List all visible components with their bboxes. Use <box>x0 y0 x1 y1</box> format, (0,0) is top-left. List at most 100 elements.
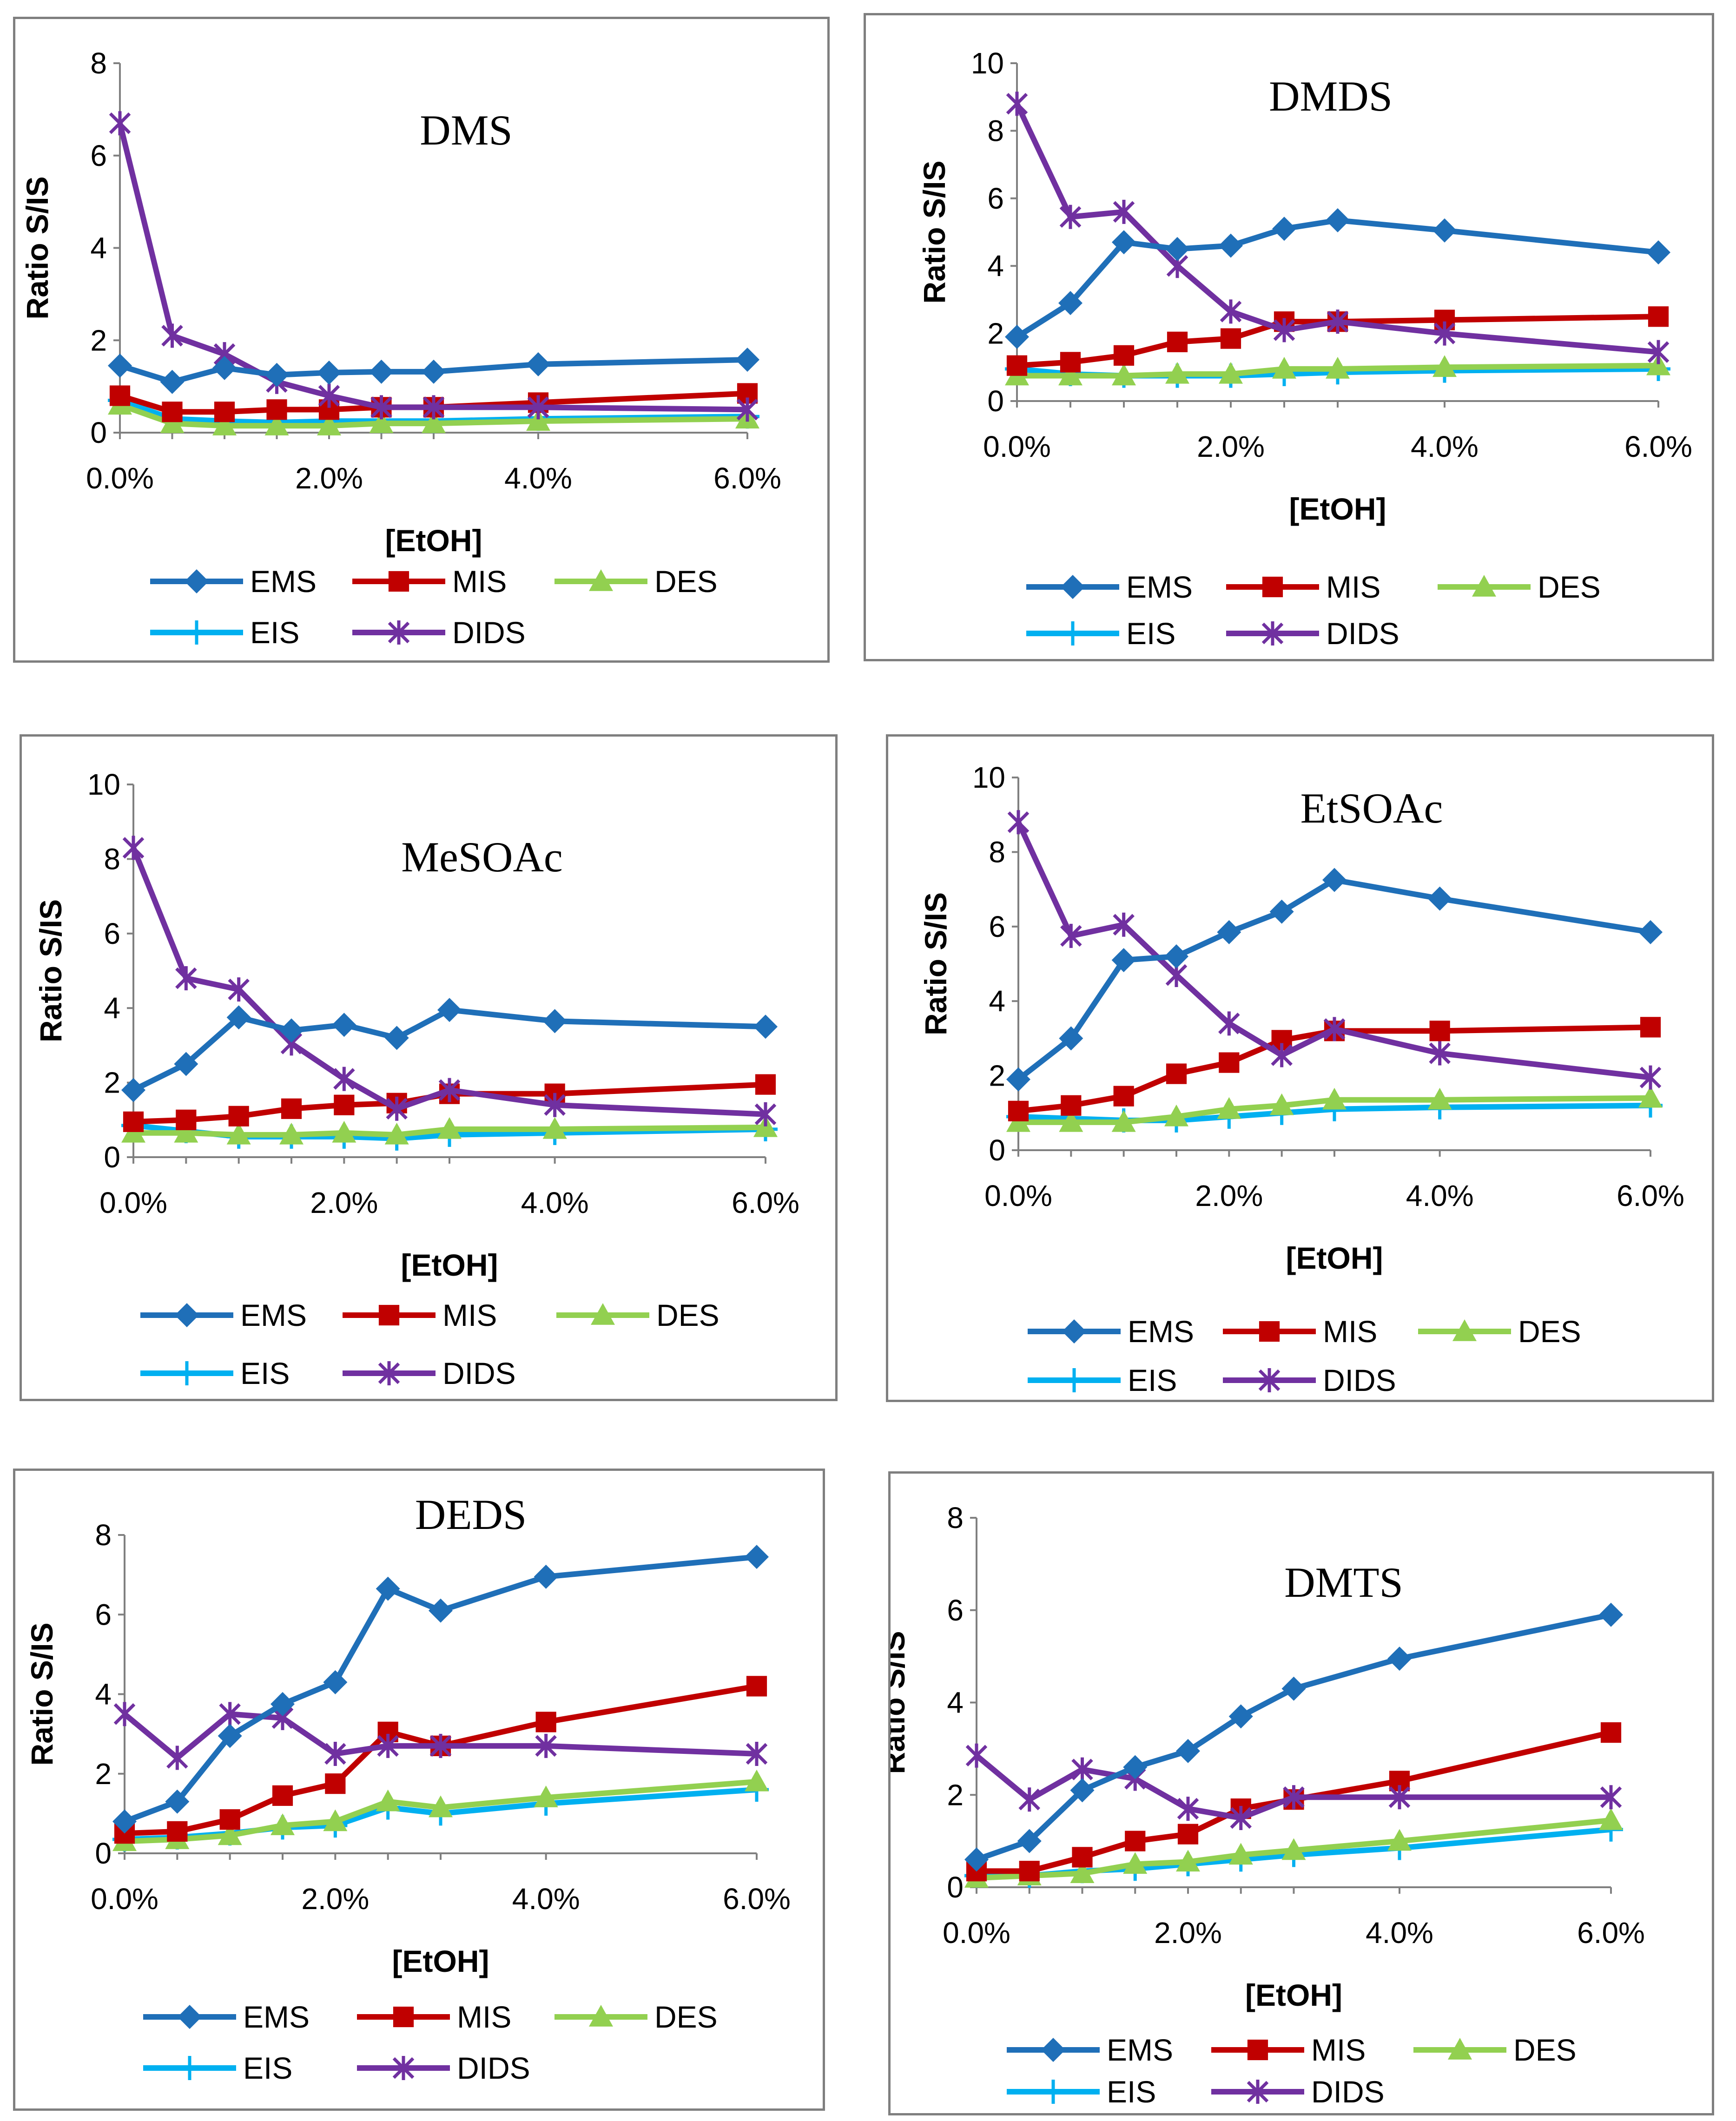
legend-label: DIDS <box>457 2051 530 2085</box>
point-des <box>1219 362 1243 384</box>
point-dids <box>1230 1805 1252 1830</box>
point-des <box>1059 1110 1083 1132</box>
series-des <box>112 1769 769 1851</box>
point-dids <box>1006 92 1028 116</box>
legend-item-dids: DIDS <box>1211 2075 1385 2109</box>
series-des <box>964 1808 1623 1888</box>
series-mis <box>114 1676 767 1844</box>
legend-marker <box>589 2005 613 2027</box>
legend-marker <box>388 620 410 645</box>
point-dids <box>1647 340 1670 364</box>
point-ems <box>1272 217 1296 241</box>
chart-svg: 0 2 4 6 8 10 0.0% 2.0% 4.0% 6.0% [EtOH] Ratio S/IS D… <box>917 46 1692 651</box>
point-mis <box>176 1109 197 1130</box>
point-ems <box>271 1692 295 1716</box>
legend: EMS MIS DES EIS DIDS <box>150 564 718 650</box>
point-dids <box>1018 1787 1041 1812</box>
point-ems <box>1432 218 1457 243</box>
point-mis <box>1060 352 1081 373</box>
legend-label: EMS <box>240 1298 307 1332</box>
chart-panel-dms: 0 2 4 6 8 0.0% 2.0% 4.0% 6.0% [EtOH] Ratio S/IS DMS… <box>13 17 830 663</box>
point-des <box>1427 1087 1452 1110</box>
point-mis <box>1429 1021 1450 1041</box>
point-mis <box>1220 328 1241 349</box>
series-des <box>1006 1086 1663 1132</box>
line-ems <box>976 1612 1612 1863</box>
series-dids <box>109 111 759 422</box>
chart-title: DMTS <box>1284 1559 1403 1606</box>
point-dids <box>1220 299 1242 324</box>
y-tick-label: 0 <box>987 384 1004 418</box>
legend-marker <box>175 1361 199 1385</box>
x-tick-label: 0.0% <box>943 1916 1010 1950</box>
point-ems <box>332 1013 356 1037</box>
y-tick-label: 4 <box>987 249 1004 283</box>
legend-marker <box>185 569 209 593</box>
legend-item-ems: EMS <box>143 2000 310 2034</box>
point-des <box>1272 356 1296 379</box>
legend-label: DES <box>654 2000 718 2034</box>
point-dids <box>1327 310 1349 334</box>
point-mis <box>1648 306 1669 327</box>
y-tick-label: 6 <box>947 1594 964 1627</box>
x-tick-label: 2.0% <box>295 461 363 495</box>
point-dids <box>386 1096 408 1121</box>
point-dids <box>1060 923 1082 948</box>
legend-item-des: DES <box>554 2000 718 2034</box>
point-ems <box>279 1018 304 1043</box>
point-des <box>1123 1852 1148 1874</box>
point-ems <box>542 1009 567 1034</box>
point-des <box>745 1769 769 1792</box>
point-ems <box>108 353 132 378</box>
legend-marker <box>1261 621 1284 646</box>
point-ems <box>437 998 462 1022</box>
y-tick-label: 10 <box>87 768 120 801</box>
point-ems <box>1281 1676 1306 1701</box>
x-tick-label: 4.0% <box>521 1186 589 1219</box>
x-axis-title: [EtOH] <box>1245 1978 1342 2012</box>
legend-marker <box>1041 2038 1065 2062</box>
point-dids <box>1600 1785 1622 1810</box>
point-des <box>279 1122 304 1145</box>
y-tick-label: 0 <box>104 1140 120 1174</box>
y-tick-label: 8 <box>987 114 1004 147</box>
y-tick-label: 8 <box>947 1501 964 1535</box>
point-ems <box>1005 324 1029 349</box>
point-ems <box>1646 240 1670 265</box>
legend-item-dids: DIDS <box>1223 1363 1396 1397</box>
point-ems <box>1219 233 1243 258</box>
point-des <box>1058 363 1083 386</box>
chart-title: MeSOAc <box>401 833 563 881</box>
legend-item-ems: EMS <box>1028 1314 1194 1349</box>
legend-marker <box>1061 621 1085 646</box>
point-ems <box>384 1026 409 1050</box>
legend: EMS MIS DES EIS DIDS <box>143 2000 718 2085</box>
point-dids <box>965 1743 988 1768</box>
point-dids <box>377 1733 399 1758</box>
x-tick-label: 4.0% <box>1366 1916 1433 1950</box>
chart-title: EtSOAc <box>1300 784 1443 832</box>
chart-panel-deds: 0 2 4 6 8 0.0% 2.0% 4.0% 6.0% [EtOH] Ratio S/IS DED… <box>13 1469 825 2111</box>
legend-item-mis: MIS <box>352 564 507 599</box>
point-mis <box>162 402 183 422</box>
point-ems <box>1322 868 1347 892</box>
point-des <box>542 1117 567 1139</box>
point-dids <box>422 395 445 420</box>
legend-item-eis: EIS <box>150 615 299 650</box>
legend-marker <box>1262 576 1283 598</box>
series-dids <box>113 1702 768 1770</box>
x-axis-title: [EtOH] <box>385 523 482 558</box>
y-tick-label: 10 <box>971 46 1004 80</box>
point-des <box>218 1823 242 1845</box>
point-dids <box>113 1702 136 1726</box>
point-des <box>429 1795 453 1818</box>
legend-marker <box>1448 2038 1472 2060</box>
point-ems <box>1070 1778 1095 1803</box>
legend-marker <box>175 1303 199 1327</box>
chart-svg: 0 2 4 6 8 0.0% 2.0% 4.0% 6.0% [EtOH] Ratio S/IS DED… <box>25 1491 791 2085</box>
point-ems <box>422 359 446 384</box>
legend-item-eis: EIS <box>143 2051 292 2085</box>
legend-label: DES <box>1513 2033 1577 2067</box>
point-des <box>1165 362 1189 384</box>
legend-label: EIS <box>1107 2075 1156 2109</box>
